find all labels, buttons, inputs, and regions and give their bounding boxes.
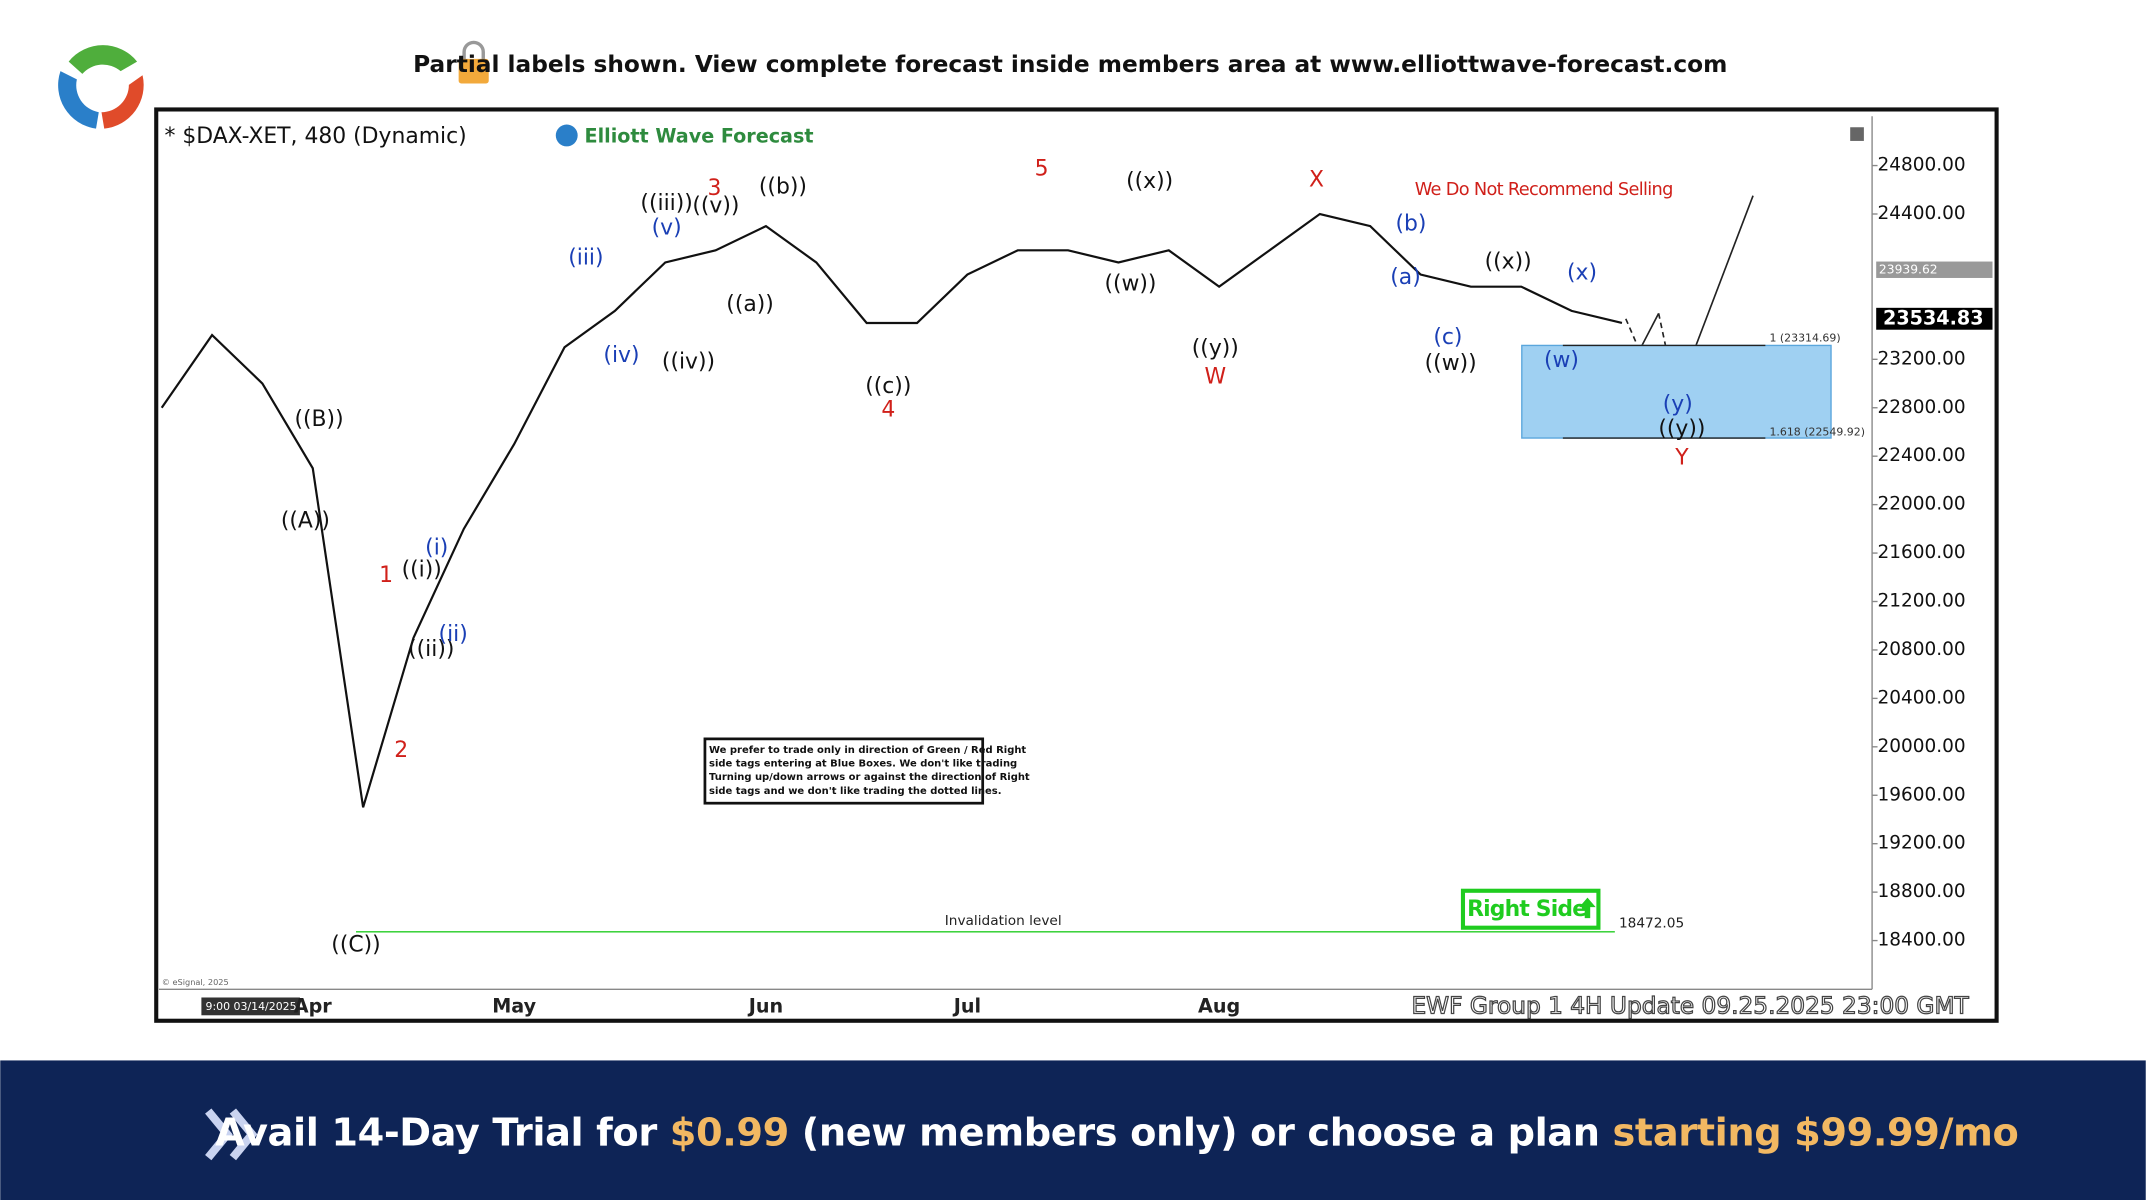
wave-label: 4 — [881, 397, 895, 422]
x-tick-label: Apr — [294, 995, 333, 1018]
wave-label: (i) — [425, 536, 448, 561]
wave-label: ((A)) — [281, 508, 330, 533]
lock-icon — [458, 40, 489, 84]
wave-label: ((C)) — [331, 932, 380, 957]
y-tick-label: 19600.00 — [1878, 784, 1966, 805]
header-notice: Partial labels shown. View complete fore… — [413, 51, 1727, 78]
update: EWF Group 1 4H Update 09.25.2025 23:00 G… — [1411, 993, 1969, 1020]
wave-label: ((y)) — [1192, 336, 1239, 361]
wave-label: 2 — [394, 738, 408, 763]
wave-label: (iii) — [568, 246, 603, 271]
note-line: Turning up/down arrows or against the di… — [709, 772, 1030, 783]
time-badge — [201, 997, 300, 1016]
note-box — [703, 737, 985, 805]
wave-label: ((x)) — [1485, 250, 1532, 275]
up-arrow — [1579, 897, 1596, 919]
x-tick-label: Jul — [952, 995, 981, 1018]
invalidation-value: 18472.05 — [1619, 916, 1684, 932]
wave-label: ((x)) — [1126, 169, 1173, 194]
wave-label: (v) — [652, 216, 682, 241]
y-tick-label: 22800.00 — [1878, 397, 1966, 418]
wave-label: ((B)) — [294, 407, 343, 432]
y-tick-label: 22000.00 — [1878, 494, 1966, 515]
x-tick-label: Aug — [1198, 995, 1240, 1018]
wave-label: (w) — [1544, 348, 1579, 373]
wave-label: ((w)) — [1425, 351, 1477, 376]
note-line: side tags entering at Blue Boxes. We don… — [709, 759, 1017, 770]
wave-label: ((w)) — [1104, 272, 1156, 297]
y-tick-label: 21200.00 — [1878, 591, 1966, 612]
logo — [54, 35, 154, 135]
wave-label: (c) — [1433, 325, 1462, 350]
y-tick-label: 19200.00 — [1878, 833, 1966, 854]
wave-label: 1 — [379, 563, 393, 588]
right-side-box — [1460, 888, 1601, 930]
wave-label: ((i)) — [402, 558, 442, 583]
invalidation-label: Invalidation level — [945, 913, 1062, 929]
wave-label: (b) — [1395, 211, 1426, 236]
note: We prefer to trade only in direction of … — [709, 745, 1030, 797]
y-tick-label: 24400.00 — [1878, 203, 1966, 224]
note-line: side tags and we don't like trading the … — [709, 786, 1001, 797]
y-tick-label: 20000.00 — [1878, 736, 1966, 757]
y-tick-label: 20400.00 — [1878, 687, 1966, 708]
price-badge — [1876, 307, 1993, 330]
price-badge-label: 23939.62 — [1879, 262, 1938, 276]
wave-label: (a) — [1390, 265, 1420, 290]
brand-icon — [555, 124, 578, 147]
wave-label: ((iii)) — [640, 191, 692, 216]
wave-label: Y — [1674, 445, 1689, 470]
footer-plan: starting $99.99/mo — [1613, 1110, 2019, 1155]
x-tick-label: Jun — [747, 995, 783, 1018]
wave-label: ((iv)) — [662, 350, 715, 375]
y-tick-label: 23200.00 — [1878, 348, 1966, 369]
wave-label: (ii) — [439, 622, 468, 647]
fib-label: 1.618 (22549.92) — [1769, 426, 1865, 439]
y-tick-label: 21600.00 — [1878, 542, 1966, 563]
right-side: Right Side — [1467, 897, 1586, 922]
wave-label: 5 — [1035, 157, 1049, 182]
fib-label: 1 (23314.69) — [1769, 332, 1840, 345]
footer-banner — [0, 1060, 2146, 1200]
start-time: 9:00 03/14/2025 — [205, 1000, 296, 1013]
wave-label: ((ii)) — [408, 637, 454, 662]
note-line: We prefer to trade only in direction of … — [709, 745, 1026, 756]
y-tick-label: 20800.00 — [1878, 639, 1966, 660]
wave-label: ((b)) — [759, 174, 807, 199]
footer-text: Avail 14-Day Trial for $0.99 (new member… — [215, 1110, 2018, 1155]
wave-label: ((v)) — [692, 194, 739, 219]
price-line — [160, 212, 1623, 808]
brand: Elliott Wave Forecast — [585, 124, 814, 147]
y-tick-label: 22400.00 — [1878, 445, 1966, 466]
chart-title: * $DAX-XET, 480 (Dynamic) — [164, 124, 466, 149]
chevrons — [205, 1108, 258, 1161]
wave-label: (iv) — [603, 343, 639, 368]
chart-frame — [154, 107, 1999, 1023]
footer-middle: (new members only) or choose a plan — [802, 1110, 1600, 1155]
price-badge — [1876, 261, 1993, 278]
wave-label: ((y)) — [1658, 417, 1705, 442]
y-tick-label: 24800.00 — [1878, 155, 1966, 176]
warning: We Do Not Recommend Selling — [1415, 179, 1673, 200]
wave-label: W — [1204, 365, 1226, 390]
window-icon — [1850, 127, 1864, 141]
footer-lead: Avail 14-Day Trial for — [215, 1110, 657, 1155]
wave-label: (x) — [1567, 261, 1597, 286]
wave-label: X — [1309, 168, 1324, 193]
wave-label: (y) — [1663, 392, 1693, 417]
source: © eSignal, 2025 — [162, 977, 229, 987]
footer-price: $0.99 — [670, 1110, 789, 1155]
wave-label: ((a)) — [726, 292, 774, 317]
wave-label: ((c)) — [865, 374, 911, 399]
x-tick-label: May — [492, 995, 536, 1018]
wave-label: 3 — [708, 176, 722, 201]
y-tick-label: 18400.00 — [1878, 930, 1966, 951]
price-badge-label: 23534.83 — [1883, 306, 1984, 329]
y-tick-label: 18800.00 — [1878, 881, 1966, 902]
